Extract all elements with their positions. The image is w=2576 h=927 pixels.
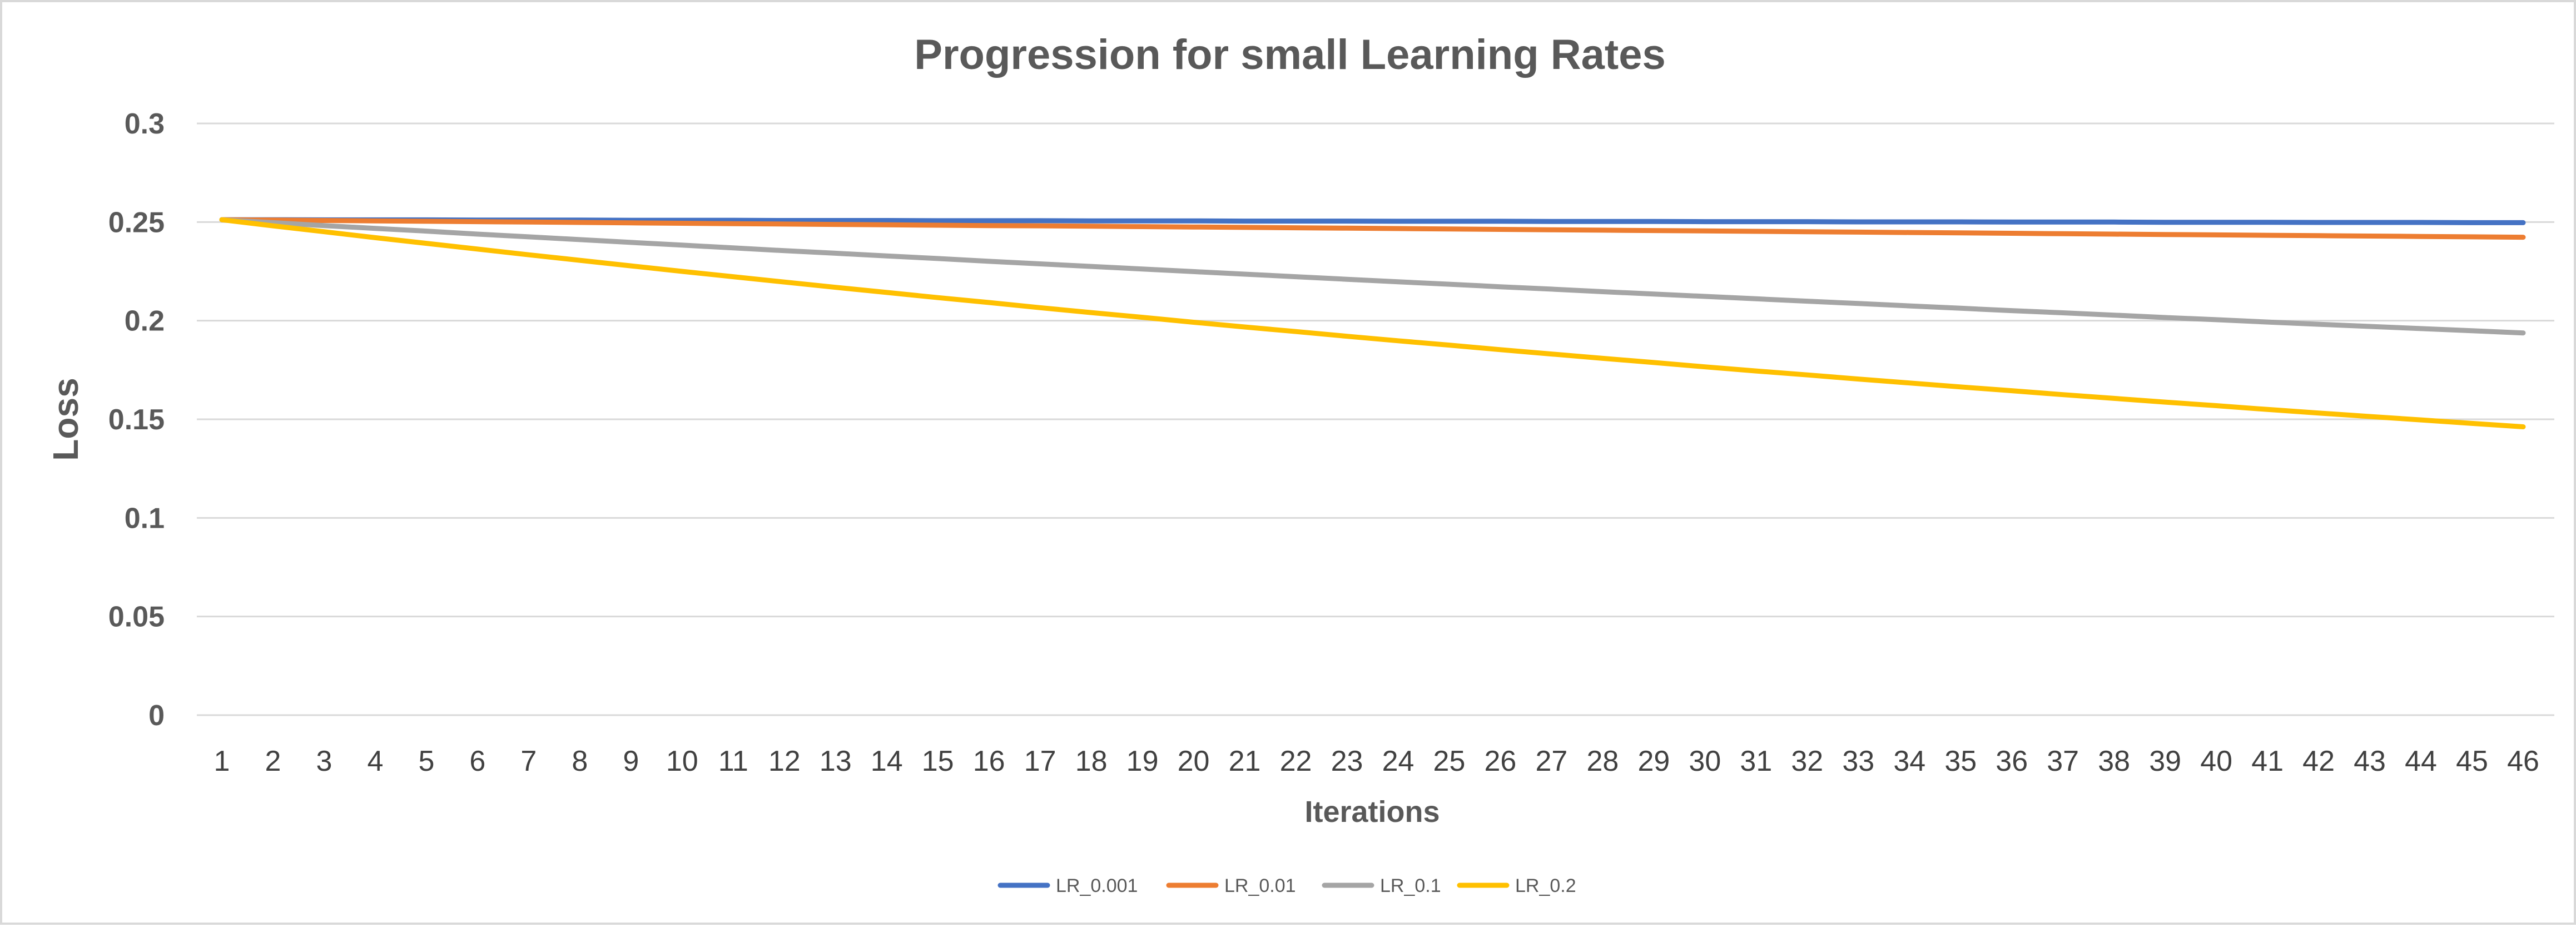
x-tick-label: 36 <box>1996 745 2028 777</box>
x-tick-label: 19 <box>1126 745 1159 777</box>
x-tick-label: 31 <box>1740 745 1772 777</box>
x-tick-label: 27 <box>1536 745 1568 777</box>
legend: LR_0.001 LR_0.01 LR_0.1 LR_0.2 <box>997 875 1576 896</box>
y-axis-title: Loss <box>46 378 86 460</box>
x-tick-label: 30 <box>1689 745 1721 777</box>
x-tick-label: 1 <box>214 745 230 777</box>
x-tick-label: 3 <box>316 745 332 777</box>
x-tick-label: 35 <box>1944 745 1977 777</box>
y-tick-label: 0.05 <box>108 601 165 633</box>
y-tick-label: 0 <box>148 700 165 732</box>
x-tick-label: 12 <box>768 745 801 777</box>
legend-label: LR_0.1 <box>1380 875 1441 896</box>
x-tick-label: 39 <box>2149 745 2181 777</box>
y-axis-ticks: 0 0.05 0.1 0.15 0.2 0.25 0.3 <box>108 108 165 732</box>
x-tick-label: 18 <box>1075 745 1108 777</box>
x-tick-label: 10 <box>666 745 698 777</box>
x-tick-label: 32 <box>1791 745 1823 777</box>
x-tick-label: 4 <box>367 745 383 777</box>
y-tick-label: 0.25 <box>108 206 165 239</box>
y-tick-label: 0.2 <box>125 305 165 338</box>
x-tick-label: 17 <box>1024 745 1056 777</box>
x-axis-title: Iterations <box>1304 795 1440 829</box>
x-tick-label: 2 <box>265 745 281 777</box>
series-line-lr-0-01 <box>219 217 2526 240</box>
x-tick-label: 5 <box>418 745 434 777</box>
series-lines <box>219 217 2526 429</box>
x-tick-label: 15 <box>922 745 954 777</box>
x-axis-ticks: 1 2 3 4 5 6 7 8 9 10 11 12 13 14 15 16 17 18 19 20 21 22 23 24 2… <box>214 745 2539 777</box>
x-tick-label: 6 <box>469 745 485 777</box>
legend-item: LR_0.001 <box>997 875 1138 896</box>
series-line-lr-0-2 <box>219 217 2526 429</box>
x-tick-label: 11 <box>718 745 748 777</box>
x-tick-label: 21 <box>1229 745 1261 777</box>
legend-label: LR_0.001 <box>1056 875 1138 896</box>
x-tick-label: 37 <box>2047 745 2079 777</box>
legend-label: LR_0.2 <box>1515 875 1576 896</box>
x-tick-label: 46 <box>2507 745 2539 777</box>
y-tick-label: 0.15 <box>108 404 165 436</box>
x-tick-label: 23 <box>1331 745 1363 777</box>
y-tick-label: 0.3 <box>125 108 165 140</box>
x-tick-label: 34 <box>1893 745 1925 777</box>
x-tick-label: 24 <box>1382 745 1414 777</box>
legend-item: LR_0.1 <box>1322 875 1441 896</box>
legend-item: LR_0.2 <box>1457 875 1576 896</box>
series-line-lr-0-1 <box>219 217 2526 336</box>
x-tick-label: 44 <box>2405 745 2437 777</box>
x-tick-label: 42 <box>2302 745 2335 777</box>
x-tick-label: 40 <box>2200 745 2232 777</box>
x-tick-label: 8 <box>572 745 588 777</box>
x-tick-label: 28 <box>1586 745 1619 777</box>
x-tick-label: 41 <box>2251 745 2284 777</box>
x-tick-label: 9 <box>623 745 639 777</box>
x-tick-label: 7 <box>520 745 537 777</box>
x-tick-label: 13 <box>820 745 852 777</box>
x-tick-label: 45 <box>2456 745 2488 777</box>
x-tick-label: 33 <box>1842 745 1874 777</box>
x-tick-label: 29 <box>1637 745 1670 777</box>
x-tick-label: 22 <box>1280 745 1312 777</box>
gridlines <box>197 122 2554 716</box>
x-tick-label: 25 <box>1433 745 1466 777</box>
legend-label: LR_0.01 <box>1224 875 1296 896</box>
chart-title: Progression for small Learning Rates <box>914 31 1666 78</box>
y-tick-label: 0.1 <box>125 502 165 534</box>
legend-item: LR_0.01 <box>1166 875 1296 896</box>
x-tick-label: 38 <box>2098 745 2130 777</box>
x-tick-label: 26 <box>1485 745 1517 777</box>
x-tick-label: 20 <box>1178 745 1210 777</box>
x-tick-label: 16 <box>973 745 1005 777</box>
x-tick-label: 43 <box>2354 745 2386 777</box>
x-tick-label: 14 <box>871 745 903 777</box>
